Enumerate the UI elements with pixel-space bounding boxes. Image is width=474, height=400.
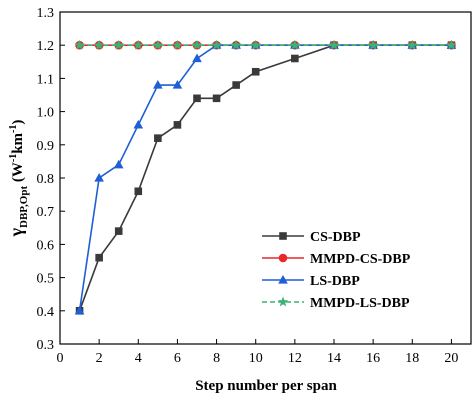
data-point: [133, 119, 144, 129]
y-axis-title-unit-exp1: -1: [8, 154, 19, 162]
y-tick-label: 1.2: [37, 39, 55, 54]
data-point: [230, 39, 242, 50]
data-point: [291, 54, 299, 63]
data-point: [95, 253, 103, 262]
x-axis-title: Step number per span: [195, 378, 337, 394]
legend-label-ls-dbp: LS-DBP: [310, 274, 360, 289]
legend-marker-cs-dbp: [279, 232, 287, 240]
y-tick-label: 0.4: [37, 305, 55, 320]
legend-marker-mmpd-cs-dbp: [278, 253, 288, 263]
data-point: [153, 80, 163, 89]
data-point: [154, 134, 162, 142]
y-tick-label: 1.3: [37, 6, 55, 21]
y-axis-title-unit-mid: km: [10, 132, 26, 153]
data-point: [367, 39, 379, 50]
data-point: [94, 173, 104, 182]
y-tick-label: 0.6: [37, 238, 55, 253]
data-point: [212, 94, 221, 103]
x-tick-label: 12: [288, 351, 302, 366]
y-axis-title-symbol: γ: [6, 227, 26, 237]
y-axis-title-unit-close: ): [10, 120, 26, 125]
data-point: [232, 81, 240, 89]
y-tick-label: 0.8: [37, 172, 55, 187]
plot-frame: [59, 11, 472, 345]
legend-label-mmpd-cs-dbp: MMPD-CS-DBP: [310, 252, 411, 267]
data-point: [113, 159, 124, 169]
x-tick-label: 14: [327, 351, 341, 366]
data-point: [133, 39, 144, 50]
data-point: [93, 39, 105, 50]
y-axis-title: γDBP,Opt (W-1km-1): [6, 120, 30, 238]
data-point: [152, 39, 164, 50]
legend-label-mmpd-ls-dbp: MMPD-LS-DBP: [310, 296, 410, 311]
axis-ticks: 0 2 4 6 8 10 12 14 16 18 20 0.3 0.4 0.5 0.6 0.7 0.8 0.9 1.…: [37, 6, 459, 366]
series-mmpd-ls-dbp: [74, 39, 457, 50]
legend: CS-DBP MMPD-CS-DBP LS-DBP MMPD-LS-DBP: [262, 230, 411, 311]
data-point: [446, 39, 457, 50]
series-layer: [74, 39, 457, 315]
data-point: [74, 305, 85, 315]
x-tick-label: 18: [405, 351, 419, 366]
legend-label-cs-dbp: CS-DBP: [310, 230, 361, 245]
x-tick-label: 20: [444, 351, 458, 366]
data-point: [191, 39, 203, 50]
y-tick-label: 0.5: [37, 272, 55, 287]
data-point: [193, 94, 201, 103]
data-point: [289, 39, 301, 50]
data-point: [407, 39, 418, 50]
x-tick-label: 4: [135, 351, 142, 366]
y-axis-title-unit-open: (W: [10, 162, 26, 186]
y-tick-label: 1.1: [37, 72, 55, 87]
data-point: [113, 39, 124, 50]
y-axis-title-subscript: DBP,Opt: [18, 186, 30, 228]
data-point: [211, 39, 222, 50]
data-point: [114, 227, 123, 235]
x-tick-label: 10: [249, 351, 263, 366]
y-tick-label: 1.0: [37, 106, 55, 121]
data-point: [328, 39, 340, 50]
data-point: [74, 39, 85, 50]
x-tick-label: 2: [96, 351, 103, 366]
data-point: [173, 121, 182, 129]
x-tick-label: 0: [57, 351, 64, 366]
data-point: [134, 187, 143, 196]
x-tick-label: 16: [366, 351, 380, 366]
x-tick-label: 8: [213, 351, 220, 366]
y-tick-label: 0.3: [37, 338, 55, 353]
data-point: [251, 67, 260, 76]
data-point: [172, 80, 183, 89]
legend-marker-ls-dbp: [278, 275, 288, 284]
y-axis-title-unit-exp2: -1: [8, 125, 19, 133]
legend-marker-mmpd-ls-dbp: [277, 296, 289, 307]
data-point: [250, 39, 261, 50]
data-point: [192, 53, 202, 63]
x-tick-label: 6: [174, 351, 181, 366]
y-tick-label: 0.7: [37, 205, 55, 220]
y-tick-label: 0.9: [37, 139, 55, 154]
data-point: [172, 39, 183, 50]
